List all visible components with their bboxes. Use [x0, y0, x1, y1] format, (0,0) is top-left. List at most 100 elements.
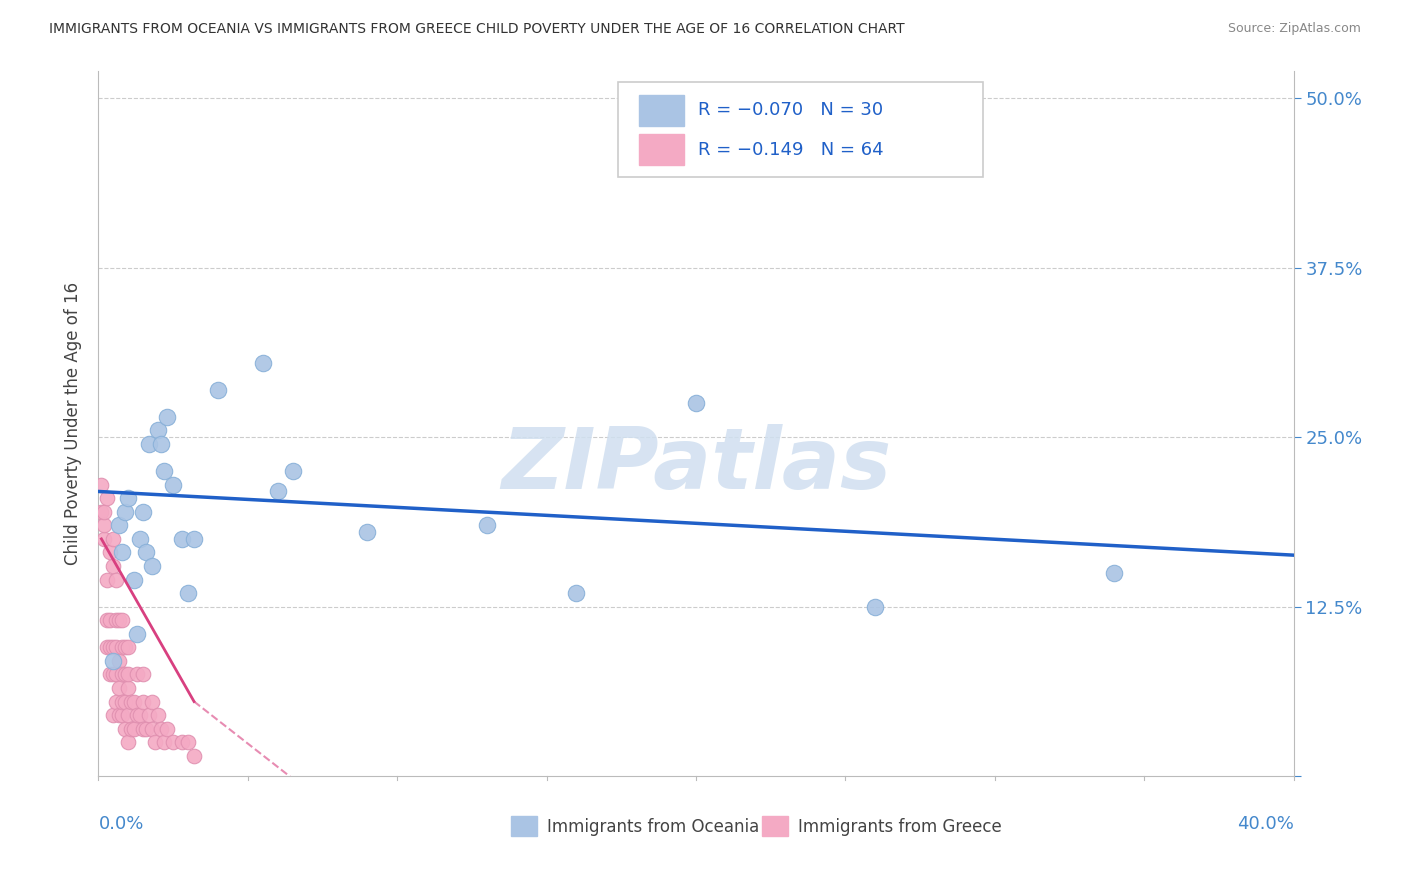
Point	[111, 708, 134, 723]
Point	[156, 722, 179, 736]
FancyBboxPatch shape	[619, 82, 983, 177]
Point	[98, 640, 122, 655]
Point	[207, 383, 229, 397]
Bar	[638, 134, 685, 165]
Text: Source: ZipAtlas.com: Source: ZipAtlas.com	[1227, 22, 1361, 36]
Point	[177, 586, 200, 600]
Text: IMMIGRANTS FROM OCEANIA VS IMMIGRANTS FROM GREECE CHILD POVERTY UNDER THE AGE OF: IMMIGRANTS FROM OCEANIA VS IMMIGRANTS FR…	[49, 22, 905, 37]
Point	[108, 708, 131, 723]
Point	[141, 722, 163, 736]
Point	[153, 735, 176, 749]
Point	[117, 667, 139, 681]
Point	[103, 532, 125, 546]
Point	[117, 708, 139, 723]
Point	[475, 518, 498, 533]
Text: 0.0%: 0.0%	[98, 814, 143, 833]
Point	[114, 722, 136, 736]
Point	[135, 722, 157, 736]
Point	[117, 735, 139, 749]
Point	[120, 694, 142, 708]
Point	[129, 532, 152, 546]
Point	[111, 640, 134, 655]
Point	[153, 464, 176, 478]
Point	[162, 735, 184, 749]
Point	[138, 437, 160, 451]
Point	[685, 396, 707, 410]
Point	[98, 613, 122, 627]
Point	[108, 654, 131, 668]
Point	[127, 708, 149, 723]
Point	[132, 505, 155, 519]
Point	[105, 694, 128, 708]
Point	[267, 484, 290, 499]
Point	[141, 559, 163, 574]
Point	[183, 748, 205, 763]
Point	[111, 694, 134, 708]
Text: 40.0%: 40.0%	[1237, 814, 1294, 833]
Point	[105, 613, 128, 627]
Point	[117, 640, 139, 655]
Y-axis label: Child Poverty Under the Age of 16: Child Poverty Under the Age of 16	[63, 282, 82, 566]
Point	[156, 409, 179, 424]
Point	[132, 667, 155, 681]
Bar	[762, 816, 787, 836]
Point	[105, 573, 128, 587]
Point	[183, 532, 205, 546]
Point	[150, 722, 173, 736]
Point	[111, 613, 134, 627]
Point	[108, 613, 131, 627]
Point	[252, 356, 274, 370]
Point	[132, 694, 155, 708]
Point	[135, 545, 157, 559]
Point	[103, 654, 125, 668]
Point	[90, 505, 112, 519]
Point	[117, 681, 139, 695]
Point	[141, 694, 163, 708]
Point	[865, 599, 887, 614]
Point	[114, 667, 136, 681]
Point	[143, 735, 166, 749]
Bar	[638, 95, 685, 126]
Point	[103, 640, 125, 655]
Point	[114, 640, 136, 655]
Point	[90, 477, 112, 491]
Point	[172, 735, 194, 749]
Point	[127, 626, 149, 640]
Point	[117, 491, 139, 506]
Point	[98, 545, 122, 559]
Point	[108, 681, 131, 695]
Point	[172, 532, 194, 546]
Point	[281, 464, 304, 478]
Point	[103, 708, 125, 723]
Point	[103, 667, 125, 681]
Point	[148, 424, 170, 438]
Bar	[510, 816, 537, 836]
Text: R = −0.149   N = 64: R = −0.149 N = 64	[699, 141, 884, 159]
Point	[177, 735, 200, 749]
Point	[96, 640, 118, 655]
Point	[129, 708, 152, 723]
Point	[105, 640, 128, 655]
Point	[96, 613, 118, 627]
Point	[1104, 566, 1126, 580]
Point	[105, 667, 128, 681]
Point	[111, 667, 134, 681]
Point	[138, 708, 160, 723]
Point	[120, 722, 142, 736]
Point	[93, 518, 115, 533]
Text: Immigrants from Oceania: Immigrants from Oceania	[547, 818, 759, 836]
Point	[124, 722, 146, 736]
Point	[96, 491, 118, 506]
Point	[98, 667, 122, 681]
Point	[103, 559, 125, 574]
Point	[356, 525, 378, 540]
Point	[150, 437, 173, 451]
Point	[565, 586, 588, 600]
Point	[148, 708, 170, 723]
Point	[127, 667, 149, 681]
Text: R = −0.070   N = 30: R = −0.070 N = 30	[699, 101, 883, 120]
Point	[162, 477, 184, 491]
Point	[124, 573, 146, 587]
Point	[111, 545, 134, 559]
Text: Immigrants from Greece: Immigrants from Greece	[797, 818, 1001, 836]
